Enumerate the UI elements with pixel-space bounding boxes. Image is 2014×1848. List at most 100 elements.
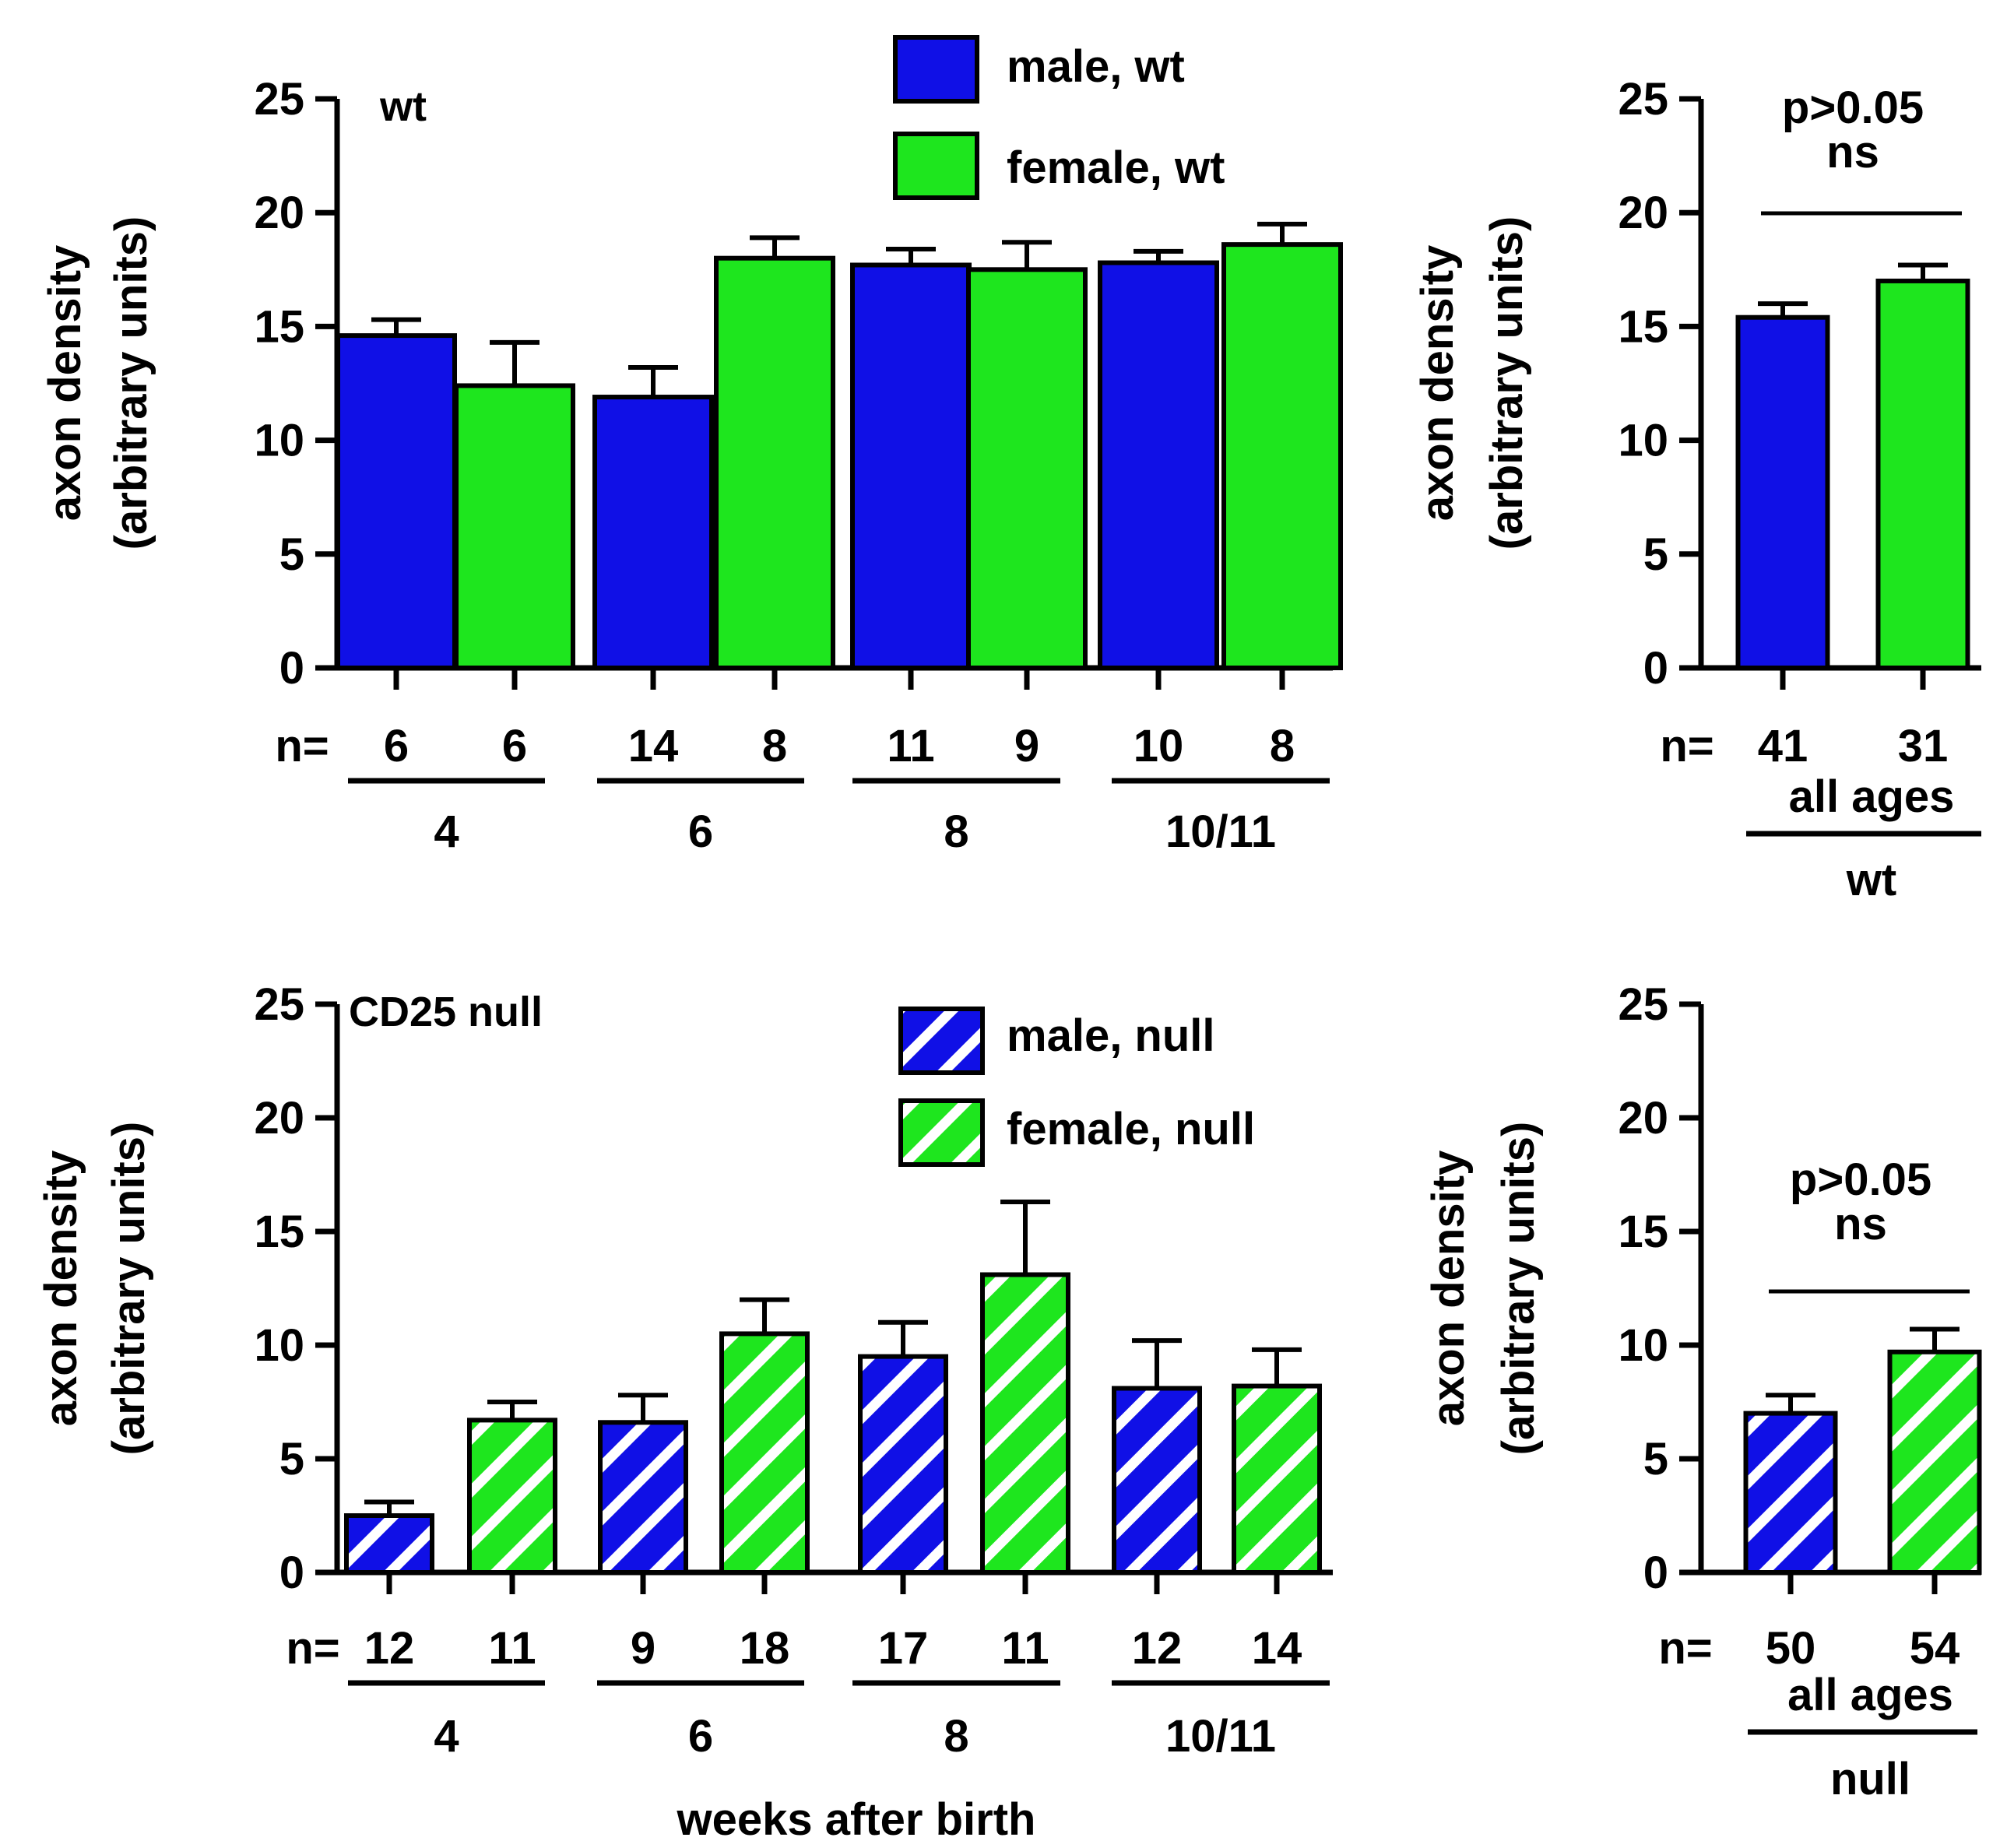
n-value: 12 xyxy=(364,1623,415,1674)
bar-female xyxy=(966,267,1088,670)
y-tick-label: 10 xyxy=(254,416,304,466)
n-value: 50 xyxy=(1766,1623,1816,1674)
group-label: 6 xyxy=(688,1711,713,1762)
bar-female xyxy=(1875,278,1970,670)
group-label: 8 xyxy=(944,806,968,857)
sublabel-all-ages: all ages xyxy=(1789,771,1955,822)
bar-female xyxy=(719,1331,810,1576)
y-axis-title-line: (arbitrary units) xyxy=(104,1122,154,1456)
bar-male xyxy=(598,1420,688,1576)
y-tick-label: 20 xyxy=(254,1093,304,1144)
y-axis-title-line: (arbitrary units) xyxy=(1493,1122,1544,1456)
panel-label: wt xyxy=(379,83,427,130)
group-label: null xyxy=(1830,1754,1910,1804)
n-value: 11 xyxy=(488,1623,536,1674)
n-prefix: n= xyxy=(1658,1623,1712,1674)
sublabel-all-ages: all ages xyxy=(1787,1670,1953,1720)
group-label: 10/11 xyxy=(1165,806,1276,857)
y-tick-label: 15 xyxy=(1618,1207,1668,1257)
stat-label: ns xyxy=(1834,1199,1887,1249)
y-axis-title-line: axon density xyxy=(40,245,90,522)
bar-male xyxy=(592,395,714,670)
bar-male xyxy=(344,1513,434,1575)
y-tick-label: 20 xyxy=(1618,1093,1668,1144)
group-label: 4 xyxy=(434,1711,459,1762)
n-value: 6 xyxy=(384,721,409,771)
n-value: 17 xyxy=(878,1623,929,1674)
group-label: 8 xyxy=(944,1711,968,1762)
n-value: 10 xyxy=(1134,721,1184,771)
legend-label: male, wt xyxy=(1007,41,1185,92)
group-label: 10/11 xyxy=(1165,1711,1276,1762)
n-value: 12 xyxy=(1132,1623,1183,1674)
bar-female xyxy=(454,383,575,670)
bar-male xyxy=(858,1354,948,1575)
bar-female xyxy=(1232,1383,1322,1576)
y-tick-label: 0 xyxy=(279,1548,304,1598)
stat-label: p>0.05 xyxy=(1782,83,1924,133)
n-value: 6 xyxy=(502,721,527,771)
y-tick-label: 10 xyxy=(1618,1320,1668,1371)
chart-null-all-ages: 0 5 10 15 20 25 axon density (arbitrary units) 5… xyxy=(1423,979,1982,1804)
n-value: 9 xyxy=(631,1623,656,1674)
y-axis-title-line: (arbitrary units) xyxy=(1482,216,1532,550)
bar-female xyxy=(980,1272,1070,1575)
group-label: 6 xyxy=(688,806,713,857)
n-value: 11 xyxy=(1001,1623,1049,1674)
n-prefix: n= xyxy=(275,721,329,771)
n-value: 8 xyxy=(762,721,787,771)
y-tick-label: 0 xyxy=(1643,643,1668,694)
stat-label: ns xyxy=(1826,127,1879,177)
panel-label: CD25 null xyxy=(349,989,543,1035)
legend-swatch-male xyxy=(898,1007,985,1075)
legend-label: female, wt xyxy=(1007,142,1225,193)
bar-male xyxy=(850,262,972,670)
n-value: 41 xyxy=(1758,721,1808,771)
y-tick-label: 20 xyxy=(1618,188,1668,238)
y-tick-label: 5 xyxy=(279,1434,304,1484)
n-value: 14 xyxy=(628,721,679,771)
legend-swatch-female xyxy=(893,132,979,200)
n-value: 8 xyxy=(1270,721,1295,771)
n-value: 9 xyxy=(1014,721,1039,771)
y-tick-label: 25 xyxy=(1618,979,1668,1030)
y-tick-label: 25 xyxy=(1618,74,1668,125)
bar-female xyxy=(1887,1349,1982,1575)
y-tick-label: 15 xyxy=(1618,301,1668,352)
n-value: 14 xyxy=(1252,1623,1302,1674)
y-tick-label: 10 xyxy=(254,1320,304,1371)
n-prefix: n= xyxy=(1660,721,1713,771)
y-tick-label: 5 xyxy=(1643,529,1668,580)
y-tick-label: 0 xyxy=(1643,1548,1668,1598)
n-value: 31 xyxy=(1898,721,1949,771)
n-value: 54 xyxy=(1910,1623,1960,1674)
legend-label: female, null xyxy=(1007,1104,1255,1154)
chart-null-by-age: 0 5 10 15 20 25 axon density (arbitrary units) 1… xyxy=(36,979,1333,1845)
legend-swatch-female xyxy=(898,1098,985,1167)
y-tick-label: 25 xyxy=(254,979,304,1030)
chart-wt-all-ages: 0 5 10 15 20 25 axon density (arbitrary units) 4… xyxy=(1412,74,1981,905)
y-axis-title-line: (arbitrary units) xyxy=(106,216,156,550)
y-tick-label: 20 xyxy=(254,188,304,238)
bar-female xyxy=(1221,242,1343,670)
bar-male xyxy=(336,333,457,670)
y-tick-label: 10 xyxy=(1618,416,1668,466)
group-label: 4 xyxy=(434,806,459,857)
y-axis-title-line: axon density xyxy=(1412,245,1463,522)
n-value: 18 xyxy=(740,1623,790,1674)
legend-label: male, null xyxy=(1007,1010,1215,1061)
legend-swatch-male xyxy=(893,35,979,104)
group-label: wt xyxy=(1846,855,1896,905)
chart-wt-by-age: 0 5 10 15 20 25 axon density (arbitrary units) 6… xyxy=(40,35,1343,857)
bar-male xyxy=(1735,314,1830,670)
x-axis-title: weeks after birth xyxy=(677,1794,1036,1845)
bar-male xyxy=(1098,260,1219,670)
y-tick-label: 0 xyxy=(279,643,304,694)
y-tick-label: 5 xyxy=(279,529,304,580)
y-tick-label: 15 xyxy=(254,1207,304,1257)
stat-label: p>0.05 xyxy=(1790,1154,1931,1205)
bar-female xyxy=(467,1418,557,1575)
y-axis-title-line: axon density xyxy=(36,1151,86,1427)
y-tick-label: 25 xyxy=(254,74,304,125)
